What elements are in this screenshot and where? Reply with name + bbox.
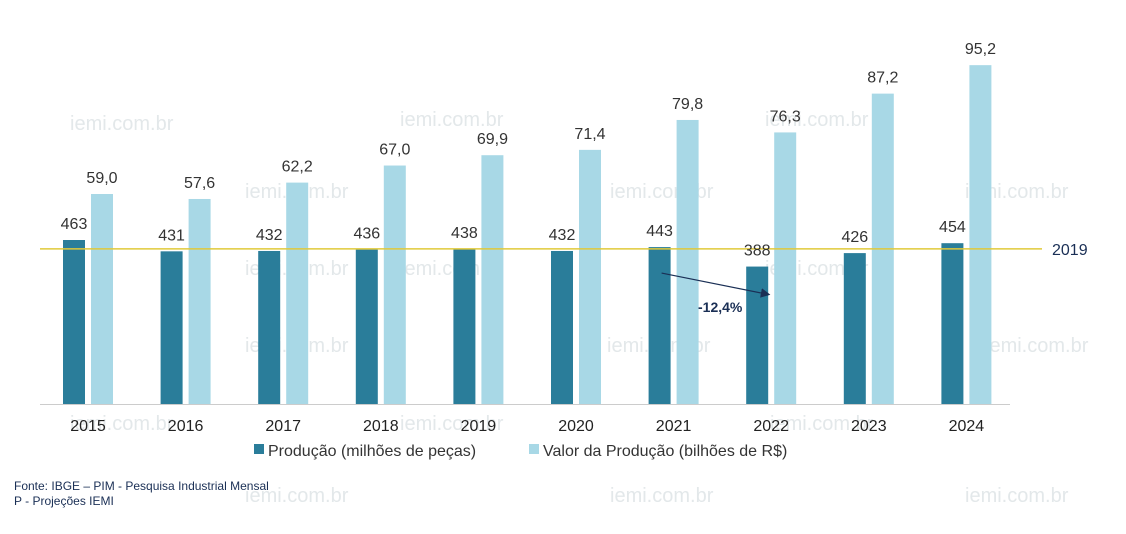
- label-producao-2017: 432: [256, 227, 283, 244]
- label-producao-2021: 443: [646, 223, 673, 240]
- label-valor-2023: 87,2: [867, 70, 898, 87]
- bar-valor-2018: [383, 165, 406, 404]
- x-tick-labels: 2015 2016 2017 2018 2019 2020 2021 2022 2023 2024: [70, 418, 984, 435]
- bars: [63, 65, 992, 405]
- label-valor-2015: 59,0: [86, 170, 117, 187]
- bar-producao-2017: [258, 250, 281, 404]
- label-producao-2019: 438: [451, 225, 478, 242]
- watermark-text: iemi.com.br: [400, 109, 504, 131]
- bar-producao-2015: [63, 240, 85, 404]
- bar-producao-2024: [941, 243, 964, 404]
- decline-arrow: [661, 272, 771, 298]
- label-valor-2024: 95,2: [965, 41, 996, 58]
- label-producao-2020: 432: [549, 227, 576, 244]
- bar-valor-2019: [481, 155, 504, 404]
- watermark-text: iemi.com.br: [765, 109, 869, 131]
- label-valor-2017: 62,2: [282, 159, 313, 176]
- label-producao-2023: 426: [841, 229, 868, 246]
- bar-valor-2015: [91, 194, 113, 404]
- source-line-1: Fonte: IBGE – PIM - Pesquisa Industrial …: [14, 479, 269, 493]
- watermark-text: iemi.com.br: [400, 258, 504, 280]
- bar-producao-2019: [453, 248, 476, 404]
- label-producao-2016: 431: [158, 227, 185, 244]
- watermark-text: iemi.com.br: [70, 113, 174, 135]
- legend-label-valor: Valor da Produção (bilhões de R$): [543, 443, 787, 460]
- legend-swatch-producao: [254, 444, 264, 454]
- x-tick-2018: 2018: [363, 418, 399, 435]
- bar-producao-2022: [746, 266, 769, 404]
- bar-producao-2021: [648, 247, 671, 404]
- source-line-2: P - Projeções IEMI: [14, 494, 114, 508]
- label-valor-2020: 71,4: [574, 126, 605, 143]
- bar-valor-2022: [774, 132, 797, 405]
- bar-valor-2017: [286, 182, 309, 404]
- x-tick-2019: 2019: [461, 418, 497, 435]
- bar-valor-2020: [579, 149, 601, 404]
- legend: Produção (milhões de peças) Valor da Prod…: [254, 443, 787, 460]
- x-tick-2024: 2024: [949, 418, 985, 435]
- legend-label-producao: Produção (milhões de peças): [268, 443, 476, 460]
- watermark-text: iemi.com.br: [610, 485, 714, 507]
- label-valor-2019: 69,9: [477, 131, 508, 148]
- watermark-text: iemi.com.br: [400, 413, 504, 435]
- label-valor-2021: 79,8: [672, 96, 703, 113]
- label-valor-2022: 76,3: [770, 108, 801, 125]
- bar-producao-2018: [355, 249, 378, 404]
- decline-annotation-label: -12,4%: [698, 299, 743, 315]
- bar-producao-2016: [160, 251, 183, 404]
- label-valor-2018: 67,0: [379, 142, 410, 159]
- x-tick-2022: 2022: [753, 418, 789, 435]
- bar-valor-2024: [969, 65, 992, 405]
- x-tick-2016: 2016: [168, 418, 204, 435]
- legend-swatch-valor: [529, 444, 539, 454]
- watermark-text: iemi.com.br: [985, 335, 1089, 357]
- label-producao-2022: 388: [744, 243, 771, 260]
- x-tick-2023: 2023: [851, 418, 887, 435]
- label-valor-2016: 57,6: [184, 175, 215, 192]
- watermark-text: iemi.com.br: [965, 485, 1069, 507]
- watermark-text: iemi.com.br: [245, 485, 349, 507]
- x-tick-2021: 2021: [656, 418, 692, 435]
- x-tick-2017: 2017: [265, 418, 301, 435]
- bar-valor-2016: [188, 198, 211, 404]
- x-tick-2020: 2020: [558, 418, 594, 435]
- bar-producao-2020: [551, 250, 573, 404]
- label-producao-2024: 454: [939, 219, 966, 236]
- watermark-text: iemi.com.br: [770, 413, 874, 435]
- bar-valor-2021: [676, 119, 699, 405]
- value-labels: 463 59,0 431 57,6 432 62,2 436 67,0 438 69,9 432 71…: [61, 41, 996, 259]
- label-producao-2018: 436: [353, 226, 380, 243]
- x-tick-2015: 2015: [70, 418, 106, 435]
- bar-producao-2023: [843, 253, 866, 404]
- reference-line-label: 2019: [1052, 242, 1088, 259]
- watermark-text: iemi.com.br: [70, 413, 174, 435]
- label-producao-2015: 463: [61, 216, 88, 233]
